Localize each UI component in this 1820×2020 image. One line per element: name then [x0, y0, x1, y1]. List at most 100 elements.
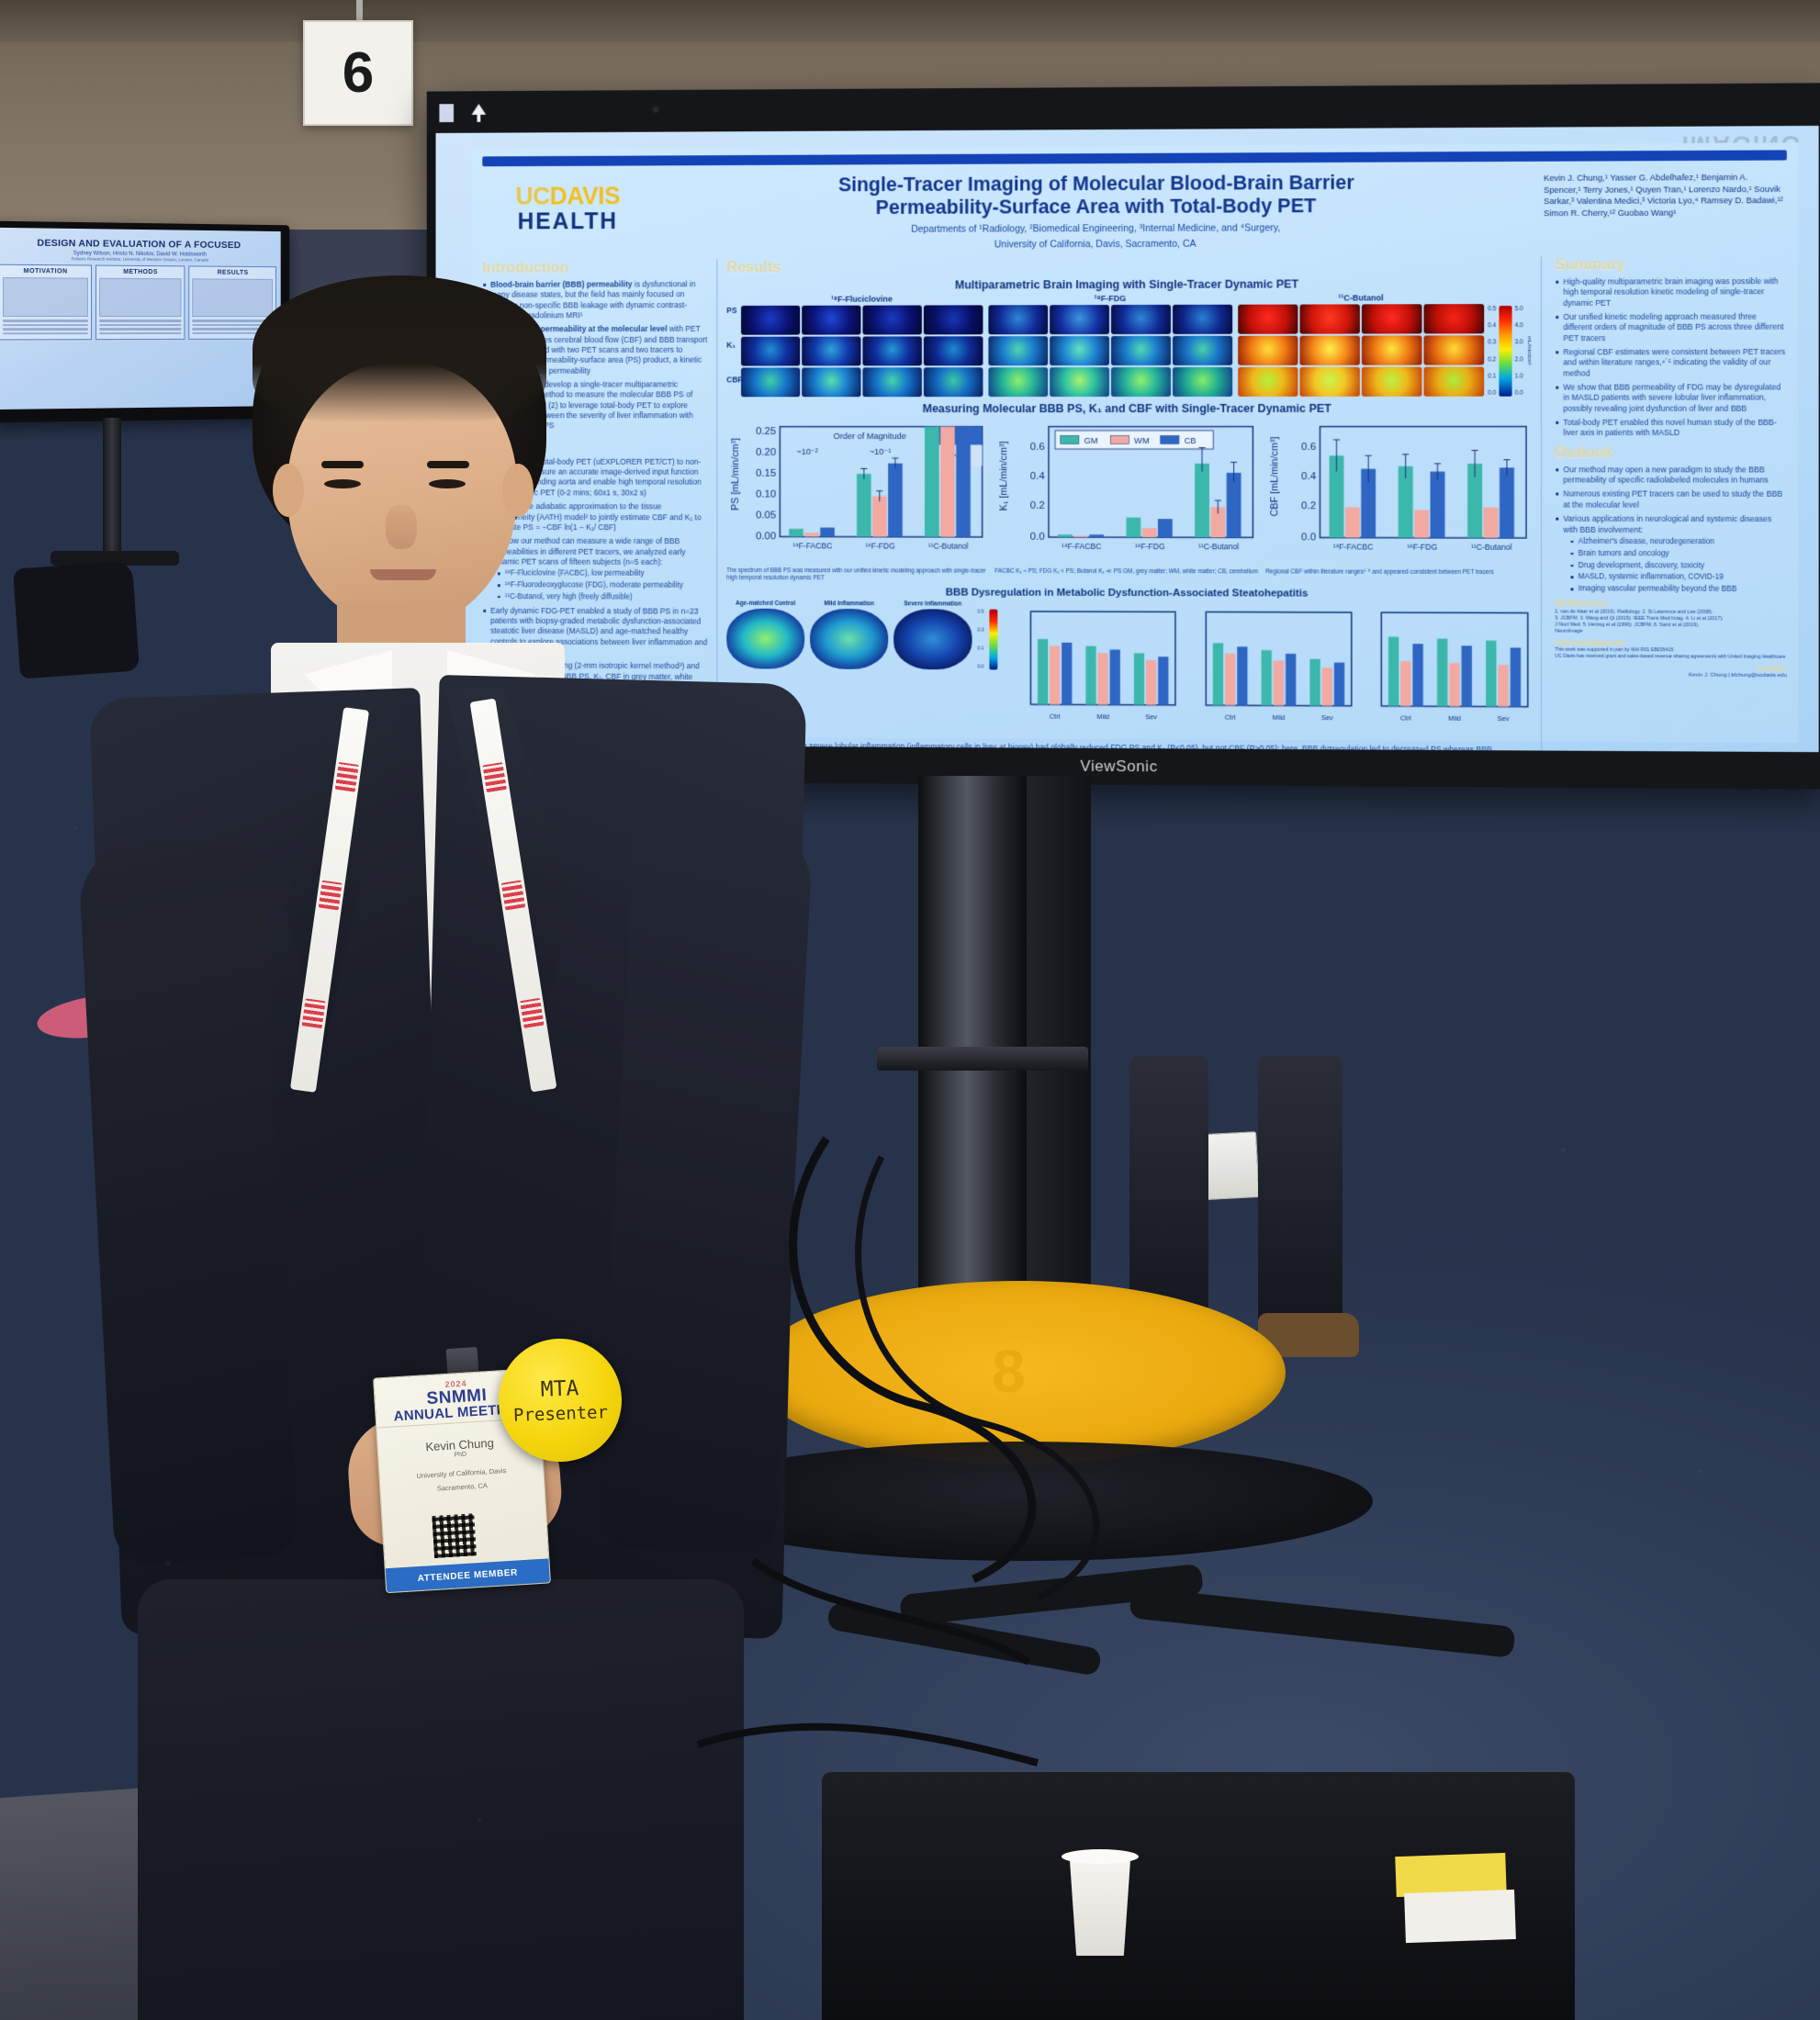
poster-departments: Departments of ¹Radiology, ²Biomedical E…: [911, 222, 1281, 235]
masld-colorbar-ticks: 0.5 0.3 0.1 0.0: [977, 609, 984, 670]
section-heading-outlook: Outlook: [1555, 443, 1613, 462]
section-heading-summary: Summary: [1555, 256, 1625, 274]
presenter-person: 2024 SNMMI ANNUAL MEETING Kevin Chung Ph…: [77, 275, 840, 2020]
logo-health-text: HEALTH: [517, 208, 618, 235]
chart-errorbars: [1333, 440, 1511, 482]
poster-columns: Introduction Blood-brain barrier (BBB) p…: [482, 256, 1787, 753]
chart-caption: FACBC K₁ ≈ PS; FDG K₁ < PS; Butanol K₁ ≪…: [994, 567, 1259, 576]
reference-item: NeuroImage: [1555, 628, 1583, 634]
axis-label-y: PS [mL/min/cm³]: [730, 438, 741, 511]
ytick: 0.00: [756, 531, 776, 542]
poster-title-line1: Single-Tracer Imaging of Molecular Blood…: [837, 171, 1354, 196]
svg-text:Sev: Sev: [1320, 713, 1332, 721]
results-panel1-title: Multiparametric Brain Imaging with Singl…: [954, 277, 1299, 292]
list-item: Various applications in neurological and…: [1555, 514, 1787, 595]
chart-bars: [789, 426, 971, 537]
poster-column-middle: Results Multiparametric Brain Imaging wi…: [716, 256, 1543, 753]
svg-text:Sev: Sev: [1145, 712, 1157, 720]
xtick: ¹⁸F-FDG: [1407, 543, 1437, 552]
ytick: 0.4: [1030, 471, 1045, 482]
masld-chart-ps: Ctrl Mild Sev: [1006, 600, 1178, 721]
contact-value: Kevin J. Chung | kfchung@ucdavis.edu: [1688, 672, 1787, 679]
chart-cbf: CBF [mL/min/cm³] 0.6 0.4 0.2 0.0: [1265, 419, 1532, 584]
list-item: Brain tumors and oncology: [1570, 549, 1786, 559]
eyebrow-left: [321, 461, 364, 468]
legend-label: GM: [1084, 436, 1098, 445]
list-item: Our unified kinetic modeling approach me…: [1555, 311, 1787, 343]
chart-annotation: Order of Magnitude: [834, 431, 906, 440]
pin-line-1: MTA: [540, 1375, 579, 1402]
poster-top-accent-bar: [482, 150, 1787, 167]
chart-k1-svg: K₁ [mL/min/cm³] 0.6 0.4 0.2 0.0: [998, 419, 1258, 551]
summary-bullets: High-quality multiparametric brain imagi…: [1555, 276, 1787, 439]
outlook-subbullets: Alzheimer's disease, neurodegeneration B…: [1563, 537, 1786, 595]
lanyard-logo: [520, 997, 545, 1028]
section-heading-introduction: Introduction: [482, 259, 569, 276]
order-level: >1: [951, 451, 961, 460]
eyebrow-right: [427, 461, 469, 468]
chart-ps-svg: PS [mL/min/cm³] 0.25 0.20 0.15 0.10 0.05…: [730, 419, 987, 551]
ytick: 0.2: [1301, 500, 1316, 511]
certification-label: [1404, 1889, 1516, 1944]
ytick: 0.6: [1030, 442, 1045, 453]
pin-line-2: Presenter: [512, 1401, 609, 1426]
list-item: High-quality multiparametric brain imagi…: [1555, 276, 1787, 309]
list-item: Total-body PET enabled this novel human …: [1555, 418, 1787, 439]
sign-support-arm: [356, 0, 363, 22]
lanyard-logo: [482, 762, 507, 793]
background-monitor-base: [51, 551, 179, 566]
logo-davis-text: DAVIS: [549, 182, 621, 210]
masld-colorbar: [989, 609, 998, 670]
poster-title-block: Single-Tracer Imaging of Molecular Blood…: [662, 169, 1534, 252]
svg-text:Ctrl: Ctrl: [1050, 712, 1061, 720]
xtick: ¹⁸F-FACBC: [1062, 542, 1101, 551]
lanyard-logo: [500, 880, 526, 911]
arm-right: [596, 822, 814, 1556]
section-heading-results: Results: [726, 259, 781, 276]
masld-chart-k1: Ctrl Mild Sev: [1182, 601, 1355, 721]
order-level: ~10⁻²: [796, 447, 818, 456]
paper-cup-rim: [1062, 1849, 1139, 1864]
poster-title-line2: Permeability-Surface Area with Total-Bod…: [875, 195, 1317, 219]
ytick: 0.25: [756, 426, 776, 437]
ytick: 0.6: [1301, 442, 1316, 453]
document-icon: [439, 104, 454, 122]
colorbar-gradient: [1499, 306, 1512, 397]
reference-item: J Nucl Med. 5. Herzog et al (1996). JCBF…: [1555, 622, 1700, 629]
uc-davis-health-logo: UCDAVIS HEALTH: [482, 173, 653, 235]
list-item: Drug development, discovery, toxicity: [1570, 561, 1786, 571]
colorbar-ticks-left: 0.5 0.4 0.3 0.2 0.1 0.0: [1488, 306, 1497, 397]
tracer-panel: ¹¹C-Butanol: [1238, 293, 1485, 397]
colorbar-ticks-right: 5.0 4.0 3.0 2.0 1.0 0.0: [1514, 305, 1523, 397]
monitor-top-bezel: [426, 83, 1820, 134]
outlook-bullets: Our method may open a new paradigm to st…: [1555, 465, 1787, 595]
trousers: [138, 1579, 744, 2020]
background-poster-figure: [3, 277, 88, 317]
list-item: Numerous existing PET tracers can be use…: [1555, 489, 1787, 511]
xtick: ¹¹C-Butanol: [1471, 543, 1512, 552]
chart-k1: K₁ [mL/min/cm³] 0.6 0.4 0.2 0.0: [994, 419, 1258, 583]
booth-number-sign: 6: [303, 20, 413, 126]
colorbar-unit-label: mL/min/cm³: [1525, 336, 1532, 366]
wall-upper-band: [0, 0, 1820, 42]
chart-legend: GM WM CB: [1055, 431, 1213, 449]
section-heading-references: References: [1555, 598, 1608, 610]
list-item: Regional CBF estimates were consistent b…: [1555, 347, 1787, 379]
hair-fringe: [253, 275, 546, 422]
chart-bars: [1058, 463, 1241, 538]
ytick: 0.4: [1301, 471, 1316, 482]
svg-text:Mild: Mild: [1448, 713, 1461, 722]
colorbar-group: 0.5 0.4 0.3 0.2 0.1 0.0 5.0: [1488, 293, 1532, 397]
svg-text:Sev: Sev: [1498, 713, 1510, 722]
acknowledgments-list: This work was supported in part by NIH R…: [1555, 647, 1787, 661]
ytick: 0.10: [756, 489, 776, 500]
ytick: 0.0: [1030, 532, 1045, 543]
camera-icon: [651, 105, 660, 114]
xtick: ¹⁸F-FACBC: [1333, 542, 1374, 551]
xtick: ¹⁸F-FDG: [865, 541, 895, 550]
monitor-screen: IMAGING UCDAVIS HEALTH Single-Tracer Ima…: [435, 125, 1819, 753]
xtick: ¹¹C-Butanol: [1198, 542, 1239, 551]
booth-number-label: 6: [342, 41, 375, 105]
acknowledgment-item: UC Davis has received grant and sales-ba…: [1555, 653, 1786, 660]
